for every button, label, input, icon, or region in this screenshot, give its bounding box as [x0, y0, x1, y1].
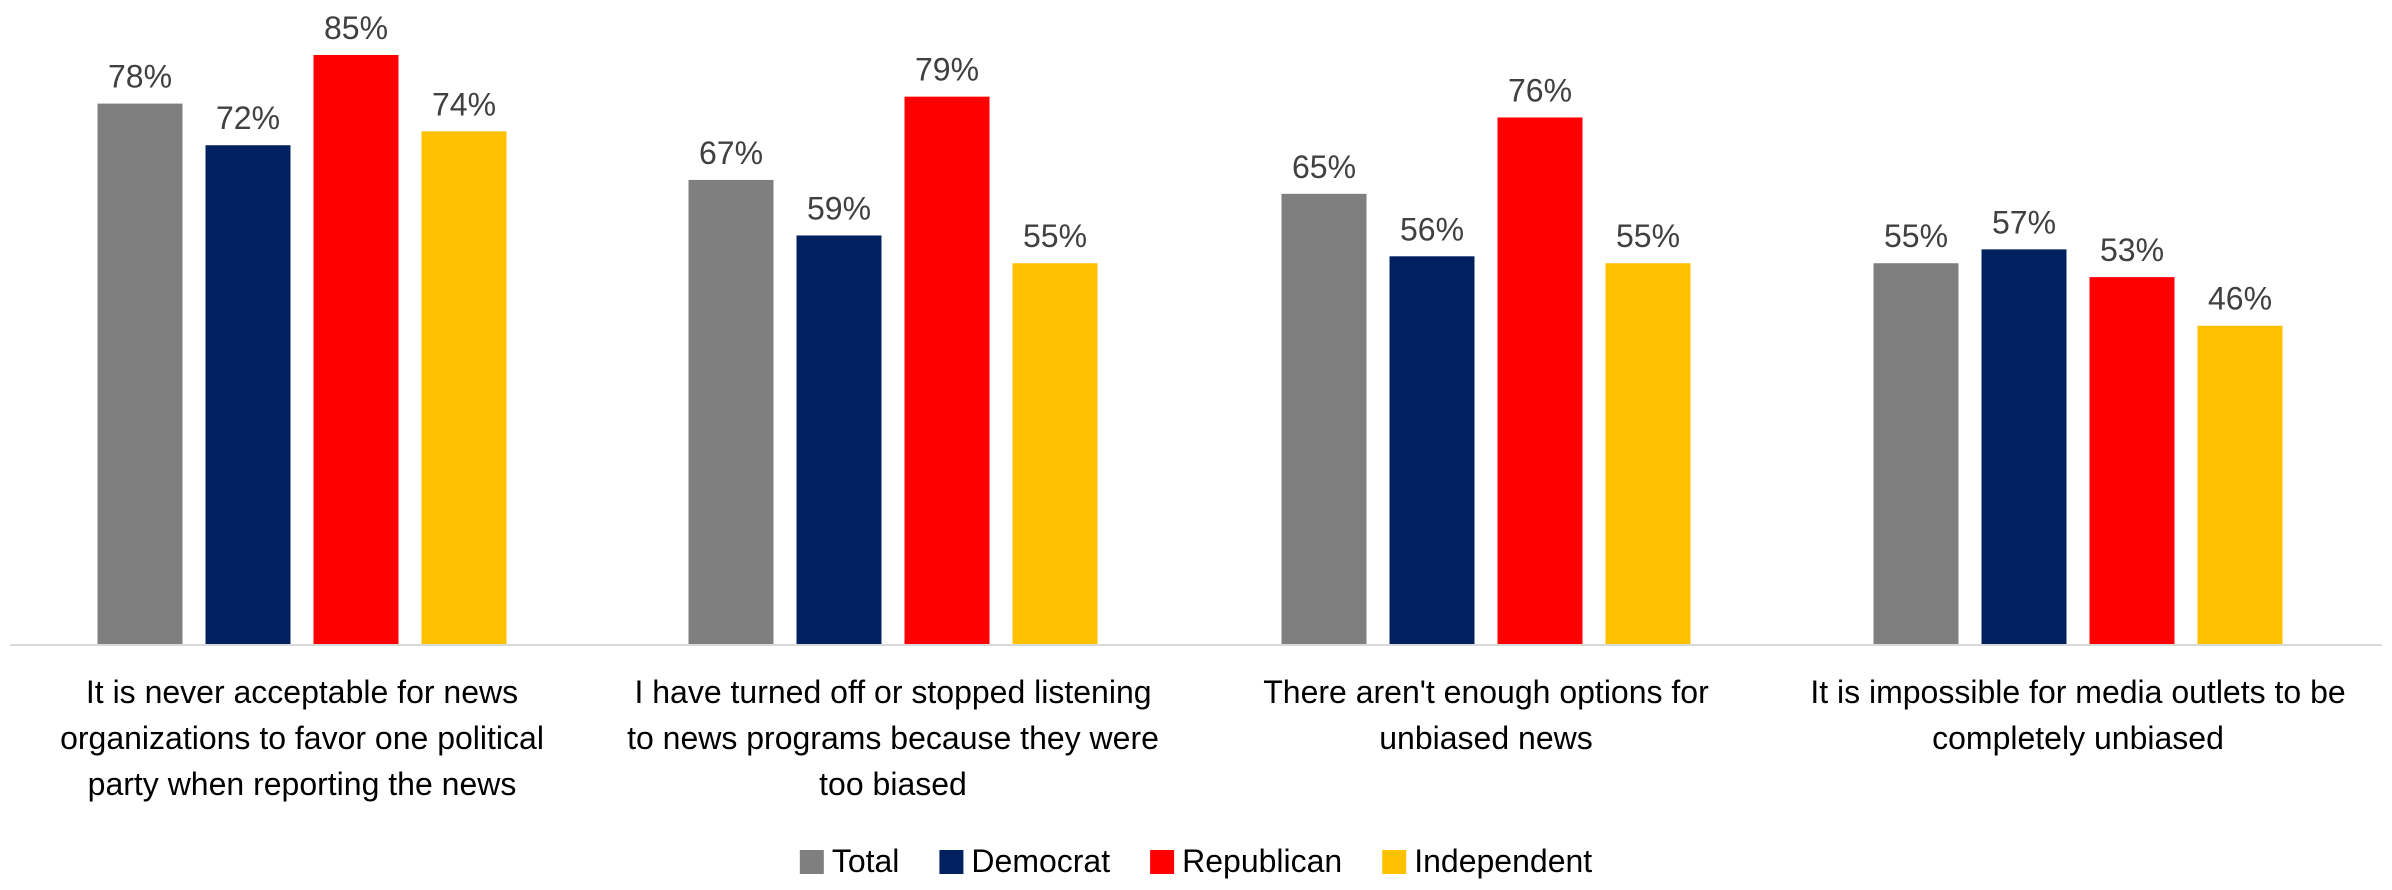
data-label: 78% [108, 59, 172, 95]
data-label: 67% [699, 135, 763, 171]
bar-independent-2 [1012, 263, 1098, 645]
legend-label-independent: Independent [1414, 843, 1592, 879]
bar-democrat-3 [1389, 256, 1475, 645]
bar-independent-1 [421, 131, 507, 646]
category-label-3: There aren't enough options for unbiased … [1263, 674, 1709, 756]
data-label: 55% [1616, 218, 1680, 254]
category-label-line: party when reporting the news [88, 766, 517, 802]
data-label: 65% [1292, 149, 1356, 185]
bar-democrat-4 [1981, 249, 2067, 645]
legend: Total Democrat Republican Independent [799, 843, 1592, 879]
legend-label-republican: Republican [1182, 843, 1342, 879]
data-label: 55% [1884, 218, 1948, 254]
data-label: 85% [324, 10, 388, 46]
data-label: 46% [2208, 281, 2272, 317]
category-label-line: organizations to favor one political [60, 720, 544, 756]
category-label-line: There aren't enough options for [1263, 674, 1709, 710]
category-label-line: to news programs because they were [627, 720, 1159, 756]
bar-republican-1 [313, 55, 399, 645]
bar-independent-3 [1605, 263, 1691, 645]
data-label: 55% [1023, 218, 1087, 254]
data-label: 74% [432, 86, 496, 122]
category-label-line: unbiased news [1379, 720, 1592, 756]
legend-swatch-total [799, 850, 824, 874]
data-label: 72% [216, 100, 280, 136]
category-label-line: I have turned off or stopped listening [634, 674, 1151, 710]
data-label: 53% [2100, 232, 2164, 268]
category-labels-layer: It is never acceptable for news organizat… [60, 674, 2346, 802]
bar-total-2 [688, 179, 774, 646]
category-label-1: It is never acceptable for news organizat… [60, 674, 544, 802]
bar-independent-4 [2197, 325, 2283, 645]
category-label-line: It is never acceptable for news [86, 674, 518, 710]
legend-swatch-republican [1150, 850, 1175, 874]
category-label-4: It is impossible for media outlets to be… [1810, 674, 2345, 756]
bar-total-3 [1281, 193, 1367, 645]
legend-label-democrat: Democrat [971, 843, 1110, 879]
legend-swatch-independent [1382, 850, 1407, 874]
category-label-line: too biased [819, 766, 967, 802]
data-label: 59% [807, 190, 871, 226]
bar-republican-4 [2089, 277, 2175, 645]
data-label: 56% [1400, 211, 1464, 247]
category-label-line: It is impossible for media outlets to be [1810, 674, 2345, 710]
legend-label-total: Total [832, 843, 900, 879]
data-label: 76% [1508, 72, 1572, 108]
category-label-2: I have turned off or stopped listening to… [627, 674, 1159, 802]
bar-democrat-1 [205, 145, 291, 645]
bars-layer [97, 55, 2283, 646]
category-label-line: completely unbiased [1932, 720, 2224, 756]
bar-republican-3 [1497, 117, 1583, 646]
legend-swatch-democrat [939, 850, 964, 874]
bar-total-4 [1873, 263, 1959, 645]
bar-total-1 [97, 103, 183, 645]
bar-republican-2 [904, 96, 990, 646]
bar-democrat-2 [796, 235, 882, 645]
data-label: 57% [1992, 204, 2056, 240]
value-labels-layer: 78% 72% 85% 74% 67% 59% 79% 55% 65% 56% 76% 55% 55% 5… [108, 10, 2272, 317]
data-label: 79% [915, 52, 979, 88]
